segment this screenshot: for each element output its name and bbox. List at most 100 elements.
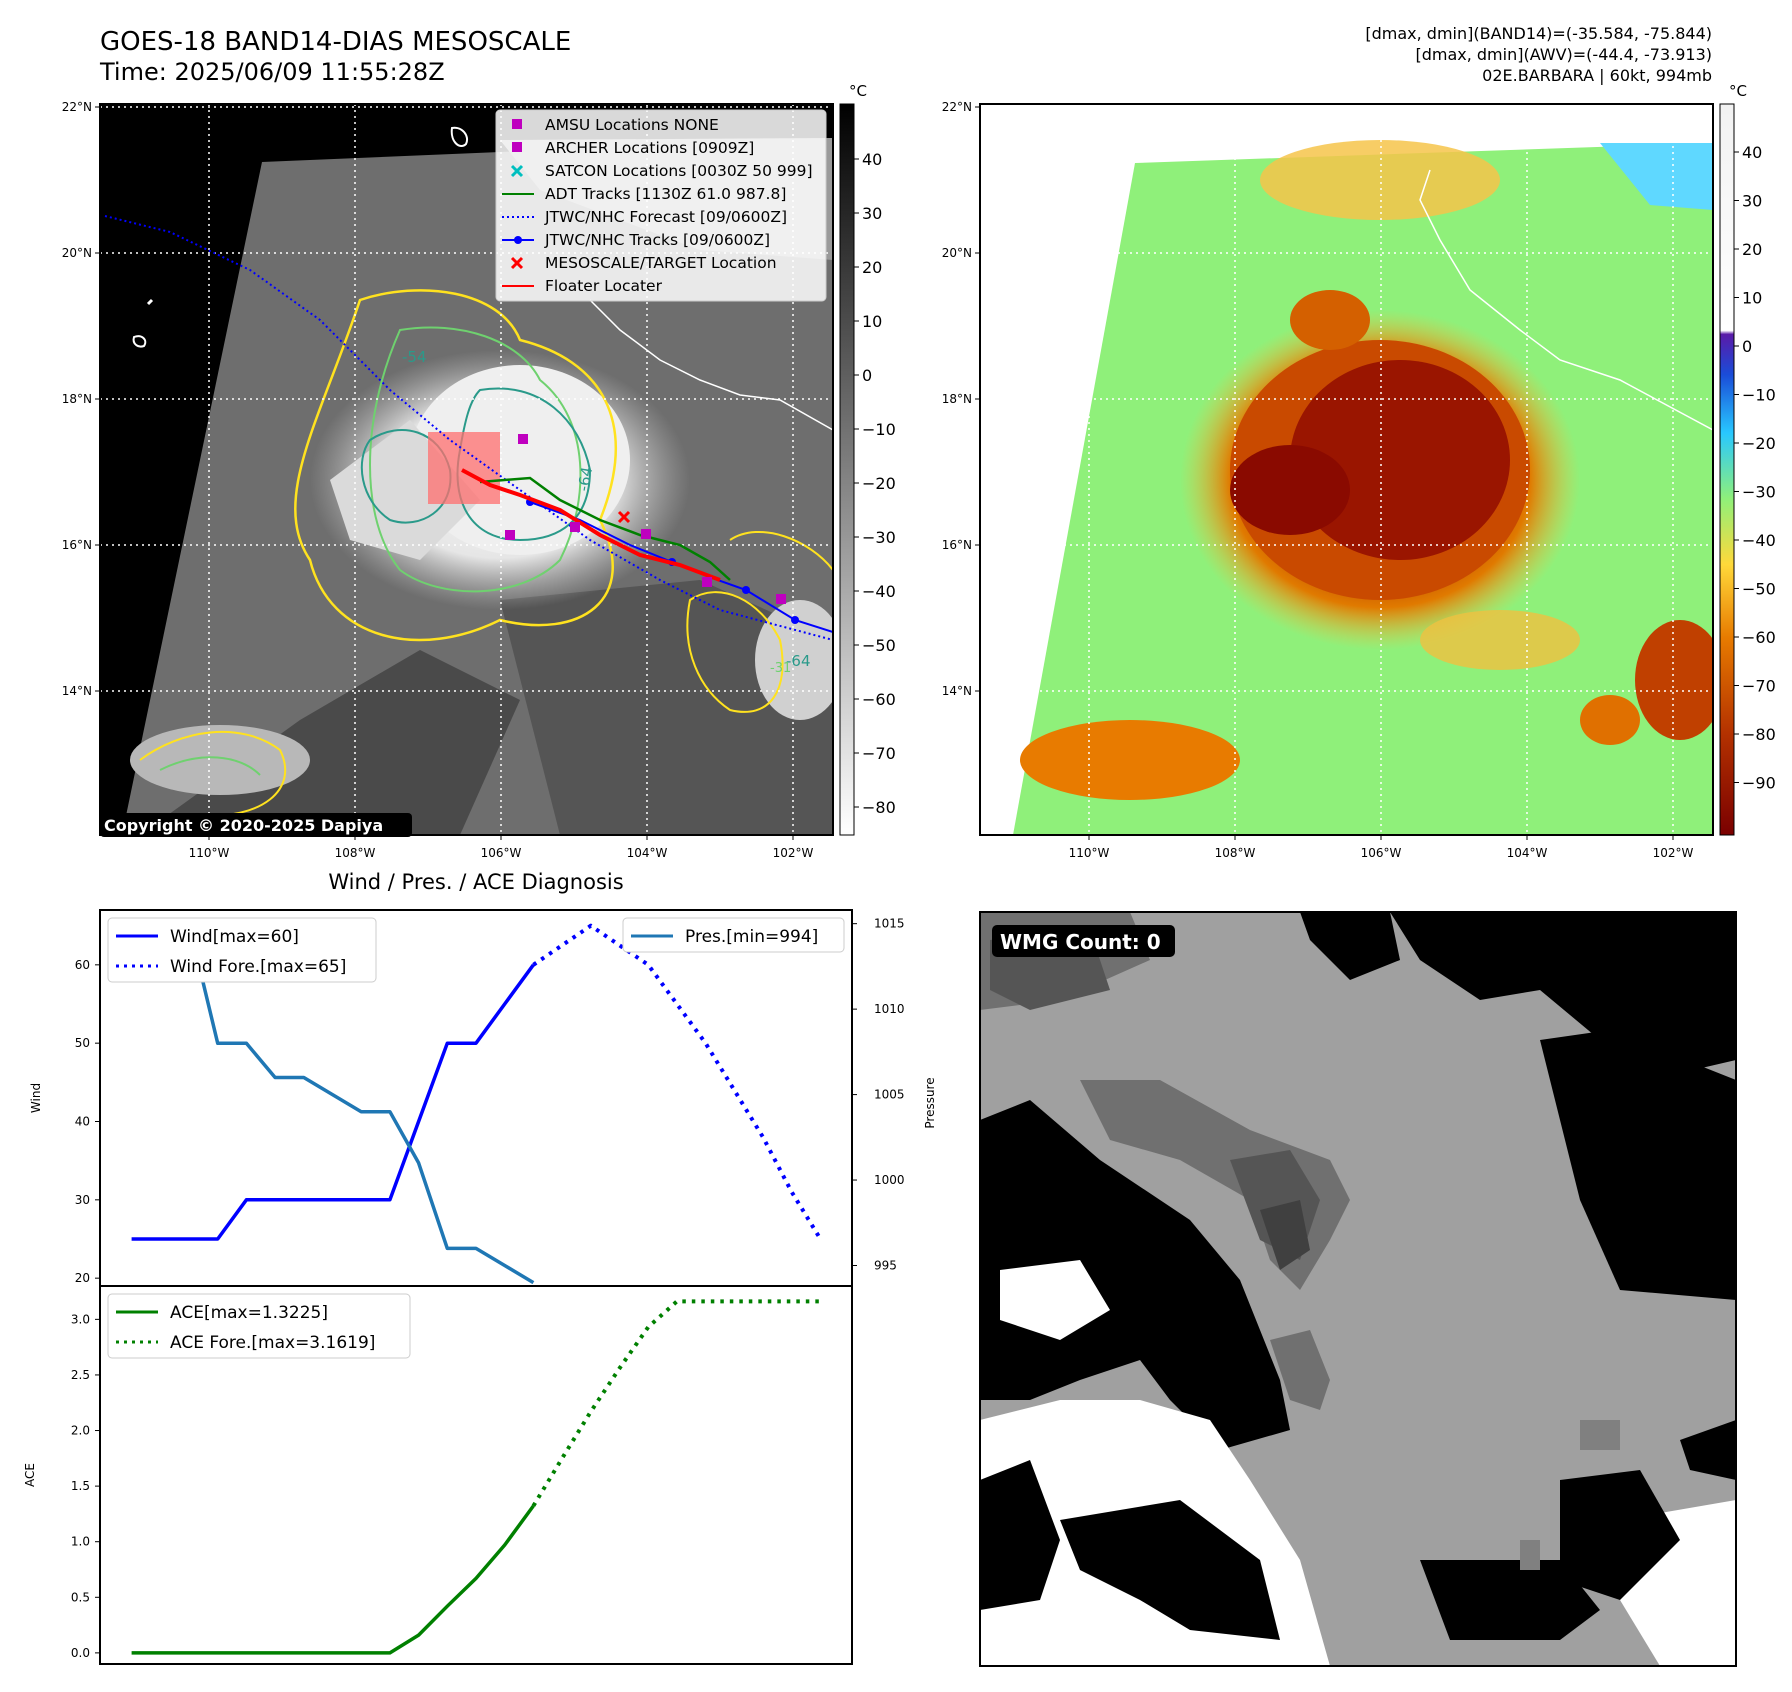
- copyright-text: Copyright © 2020-2025 Dapiya: [104, 816, 383, 835]
- colorbar-tick-label: 0: [862, 366, 872, 385]
- legend-wind-label: Wind[max=60]: [170, 927, 299, 947]
- adt-track: [479, 476, 731, 581]
- legend-item: SATCON Locations [0030Z 50 999]: [510, 162, 813, 180]
- lat-tick-label: 18°N: [942, 392, 972, 406]
- colorbar-tick-label: 10: [862, 312, 882, 331]
- colorbar-tick-label: 20: [1742, 240, 1762, 259]
- colorbar-tick-label: 30: [862, 204, 882, 223]
- wind-panel: 20 30 40 50 60 995 1000 1005 1010 1015 Wind Press…: [29, 909, 937, 1287]
- legend-label: JTWC/NHC Forecast [09/0600Z]: [544, 208, 787, 226]
- target-marker: [617, 510, 631, 524]
- series-line: [131, 1504, 535, 1655]
- color-colorbar: °C 40 30 20 10 0 −10 −20 −30 −40 −50 −60 −70 −80 −90: [1719, 82, 1776, 836]
- lat-tick-label: 18°N: [62, 392, 92, 406]
- lon-tick-label: 106°W: [1361, 846, 1402, 860]
- lon-tick-label: 104°W: [627, 846, 668, 860]
- colorbar-tick-label: −20: [1742, 434, 1776, 453]
- lon-tick-label: 102°W: [1653, 846, 1694, 860]
- legend-swatch-x: [510, 256, 524, 270]
- ace-ylabel: ACE: [23, 1463, 37, 1487]
- pressure-ylabel: Pressure: [923, 1077, 937, 1128]
- y-tick-label: 40: [75, 1115, 90, 1129]
- color-map: [979, 103, 1714, 836]
- lat-tick-label: 20°N: [942, 246, 972, 260]
- ir-colorbar: °C 40 30 20 10 0 −10 −20 −30 −40 −50 −60 −70 −80: [839, 82, 896, 836]
- lat-tick-label: 16°N: [942, 538, 972, 552]
- y-tick-label: 30: [75, 1193, 90, 1207]
- colorbar-tick-label: −90: [1742, 774, 1776, 793]
- colorbar-tick-label: 10: [1742, 289, 1762, 308]
- contour-label: -54: [402, 348, 427, 366]
- legend-swatch-square: [512, 119, 522, 129]
- colorbar-tick-label: −80: [1742, 725, 1776, 744]
- wmg-panel: WMG Count: 0: [979, 911, 1737, 1667]
- lat-tick-label: 22°N: [942, 100, 972, 114]
- lat-tick-label: 20°N: [62, 246, 92, 260]
- legend-label: ARCHER Locations [0909Z]: [545, 139, 754, 157]
- legend-pres-label: Pres.[min=994]: [685, 927, 818, 947]
- y-tick-label: 2.0: [71, 1424, 90, 1438]
- legend-swatch-x: [510, 164, 524, 178]
- wmg-badge: [992, 925, 1175, 957]
- legend-item: JTWC/NHC Forecast [09/0600Z]: [502, 208, 787, 226]
- colorbar-tick-label: 40: [862, 150, 882, 169]
- legend-item: Floater Locater: [502, 277, 663, 295]
- y-tick-label: 20: [75, 1271, 90, 1285]
- y2-tick-label: 1015: [874, 917, 905, 931]
- colorbar-tick-label: 20: [862, 258, 882, 277]
- y-tick-label: 2.5: [71, 1368, 90, 1382]
- colorbar-tick-label: −10: [1742, 386, 1776, 405]
- lon-tick-label: 108°W: [335, 846, 376, 860]
- y-tick-label: 0.0: [71, 1646, 90, 1660]
- legend-swatch-dot: [514, 236, 522, 244]
- legend-ace-label: ACE[max=1.3225]: [170, 1303, 328, 1323]
- ace-legend: ACE[max=1.3225] ACE Fore.[max=3.1619]: [107, 1293, 411, 1359]
- legend-label: SATCON Locations [0030Z 50 999]: [545, 162, 813, 180]
- lon-tick-label: 102°W: [773, 846, 814, 860]
- colorbar-tick-label: −40: [1742, 531, 1776, 550]
- colorbar-tick-label: −80: [862, 798, 896, 817]
- y-tick-label: 50: [75, 1036, 90, 1050]
- diagnosis-title: Wind / Pres. / ACE Diagnosis: [328, 870, 623, 894]
- wind-legend: Wind[max=60] Wind Fore.[max=65] Pres.[mi…: [107, 917, 845, 983]
- contour-label: -64: [574, 465, 596, 492]
- legend-swatch-square: [512, 142, 522, 152]
- legend-label: ADT Tracks [1130Z 61.0 987.8]: [545, 185, 786, 203]
- figure-title: GOES-18 BAND14-DIAS MESOSCALE: [100, 27, 571, 57]
- ace-panel: 0.0 0.5 1.0 1.5 2.0 2.5 3.0 ACE ACE[max=1.3225…: [23, 1285, 853, 1665]
- legend-item: ARCHER Locations [0909Z]: [512, 139, 754, 157]
- colorbar-tick-label: −20: [862, 474, 896, 493]
- legend-item: MESOSCALE/TARGET Location: [510, 254, 777, 272]
- lon-tick-label: 110°W: [189, 846, 230, 860]
- storm-info: 02E.BARBARA | 60kt, 994mb: [1482, 66, 1712, 85]
- y-tick-label: 1.5: [71, 1479, 90, 1493]
- lon-tick-label: 108°W: [1215, 846, 1256, 860]
- copyright-badge: [100, 813, 412, 837]
- stats-awv: [dmax, dmin](AWV)=(-44.4, -73.913): [1415, 45, 1712, 64]
- lat-tick-label: 16°N: [62, 538, 92, 552]
- y2-tick-label: 1010: [874, 1002, 905, 1016]
- y2-tick-label: 1000: [874, 1173, 905, 1187]
- colorbar-tick-label: −30: [1742, 483, 1776, 502]
- lon-tick-label: 106°W: [481, 846, 522, 860]
- forecast-track: [104, 215, 833, 641]
- wind-ylabel: Wind: [29, 1083, 43, 1113]
- colorbar-tick-label: −60: [862, 690, 896, 709]
- y2-tick-label: 995: [874, 1258, 897, 1272]
- legend-windfore-label: Wind Fore.[max=65]: [170, 957, 346, 977]
- colorbar-tick-label: 0: [1742, 337, 1752, 356]
- legend-label: Floater Locater: [545, 277, 663, 295]
- series-line: [532, 923, 823, 1241]
- ir-legend: AMSU Locations NONE ARCHER Locations [090…: [495, 109, 827, 302]
- y-tick-label: 1.0: [71, 1535, 90, 1549]
- stats-band14: [dmax, dmin](BAND14)=(-35.584, -75.844): [1365, 24, 1712, 43]
- lat-tick-label: 14°N: [62, 684, 92, 698]
- series-line: [131, 963, 535, 1241]
- y2-tick-label: 1005: [874, 1088, 905, 1102]
- legend-label: MESOSCALE/TARGET Location: [545, 254, 777, 272]
- y-tick-label: 60: [75, 958, 90, 972]
- legend-label: JTWC/NHC Tracks [09/0600Z]: [544, 231, 770, 249]
- lon-tick-label: 104°W: [1507, 846, 1548, 860]
- colorbar-tick-label: −50: [862, 636, 896, 655]
